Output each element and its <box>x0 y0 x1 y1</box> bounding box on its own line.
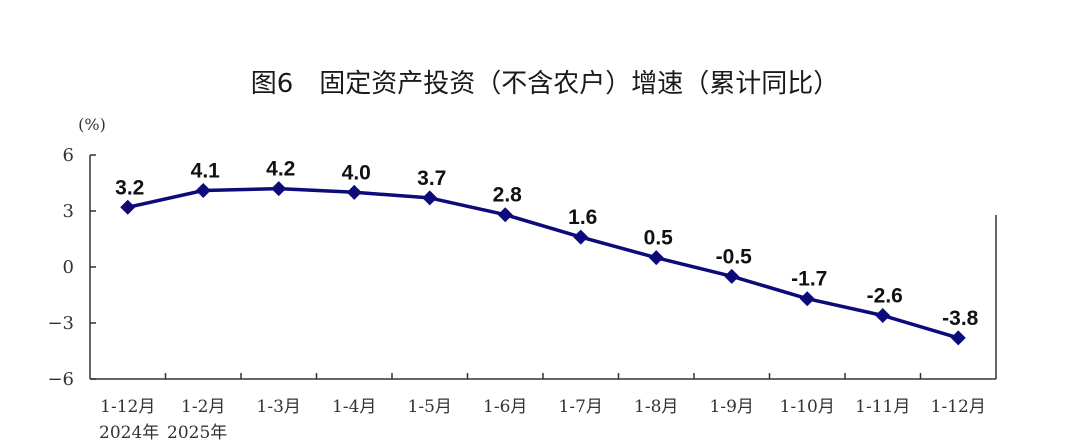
data-label: 4.2 <box>266 158 295 181</box>
data-label: 0.5 <box>644 227 674 250</box>
x-year-label: 2024年 <box>99 423 159 443</box>
y-tick-label: −6 <box>47 369 74 390</box>
data-point-marker <box>271 181 287 197</box>
data-label: 2.8 <box>493 184 523 207</box>
data-label: -2.6 <box>867 285 903 308</box>
data-point-marker <box>195 182 211 198</box>
data-label: 3.2 <box>115 176 144 199</box>
data-point-marker <box>497 207 513 223</box>
data-label: -3.8 <box>942 307 979 330</box>
axes: 6 3 0 −3 −6 1-12月 1-2月 1-3月 1-4月 1-5月 1-6月 1-7月 1-8月… <box>47 145 997 443</box>
x-tick-label: 1-2月 <box>181 397 225 417</box>
series-line <box>126 186 961 340</box>
x-tick-label: 1-12月 <box>931 397 986 417</box>
data-point-marker <box>724 268 740 284</box>
y-tick-label: 6 <box>63 145 74 166</box>
data-point-marker <box>950 330 966 346</box>
y-tick-label: 0 <box>63 257 74 278</box>
y-tick-label: 3 <box>63 201 74 222</box>
x-tick-label: 1-11月 <box>855 397 910 417</box>
data-label: 4.0 <box>342 161 371 184</box>
x-tick-label: 1-4月 <box>332 397 376 417</box>
x-tick-label: 1-10月 <box>780 397 835 417</box>
data-label: 1.6 <box>568 206 597 229</box>
data-point-marker <box>875 308 891 324</box>
y-tick-label: −3 <box>47 313 74 334</box>
data-point-marker <box>422 190 438 206</box>
x-tick-label: 1-12月 <box>100 397 155 417</box>
x-tick-label: 1-8月 <box>634 397 678 417</box>
chart-title: 图6 固定资产投资（不含农户）增速（累计同比） <box>251 69 840 99</box>
x-year-label: 2025年 <box>167 423 227 443</box>
data-label: 4.1 <box>191 159 221 182</box>
x-tick-label: 1-9月 <box>710 397 754 417</box>
data-point-marker <box>346 184 362 200</box>
data-point-marker <box>799 291 815 307</box>
data-label: -1.7 <box>791 268 827 291</box>
y-axis-unit: (%) <box>78 115 106 134</box>
x-tick-label: 1-6月 <box>483 397 527 417</box>
data-point-marker <box>120 199 136 215</box>
x-tick-label: 1-5月 <box>408 397 452 417</box>
x-tick-label: 1-3月 <box>257 397 301 417</box>
x-tick-label: 1-7月 <box>559 397 603 417</box>
data-point-marker <box>573 229 589 245</box>
data-labels: 3.2 4.1 4.2 4.0 3.7 2.8 1.6 0.5 -0.5 -1.7 -2.6 -3.8 <box>115 158 979 330</box>
series-line-group <box>120 181 966 346</box>
data-label: -0.5 <box>716 245 753 268</box>
data-label: 3.7 <box>417 167 446 190</box>
data-point-marker <box>648 250 664 266</box>
